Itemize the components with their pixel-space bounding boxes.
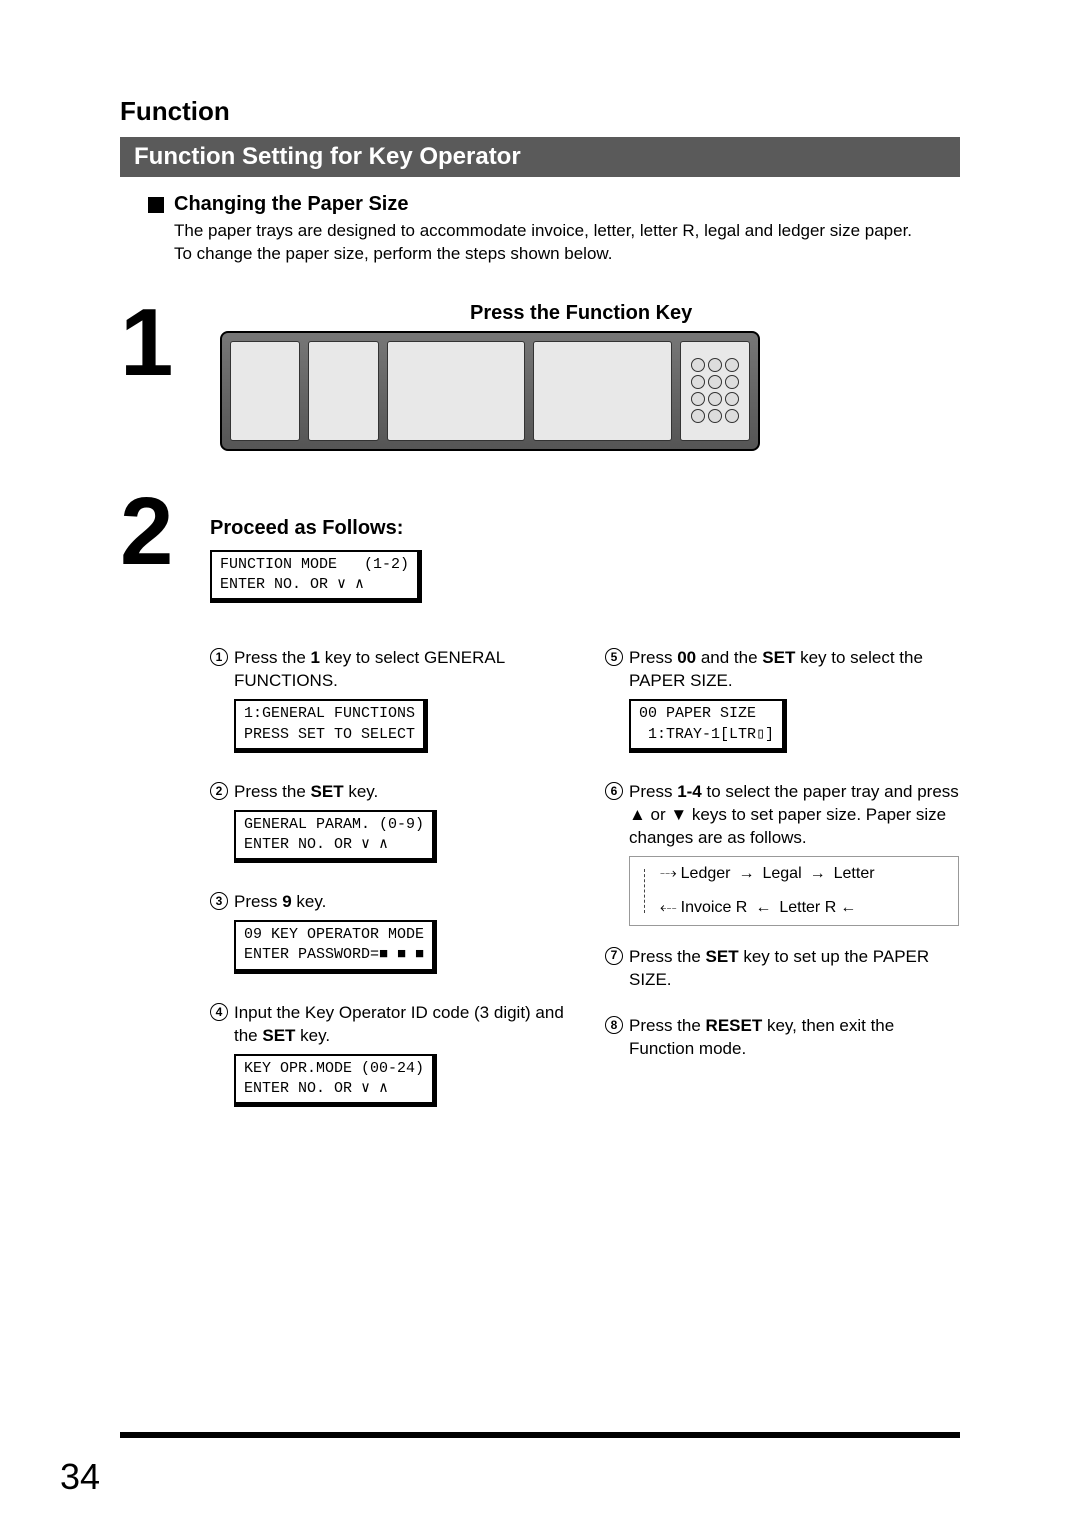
- title-bar: Function Setting for Key Operator: [120, 137, 960, 177]
- intro-text: The paper trays are designed to accommod…: [174, 220, 914, 266]
- circled-4-icon: 4: [210, 1003, 228, 1021]
- lcd-paper-size: 00 PAPER SIZE 1:TRAY-1[LTR▯]: [629, 699, 787, 753]
- section-heading-function: Function: [120, 96, 960, 127]
- substep-3: 3 Press 9 key.: [210, 891, 565, 914]
- substeps-right: 5 Press 00 and the SET key to select the…: [605, 647, 960, 1135]
- page-number: 34: [60, 1456, 100, 1498]
- circled-6-icon: 6: [605, 782, 623, 800]
- step2-heading: Proceed as Follows:: [210, 517, 960, 540]
- flow-legal: Legal: [762, 865, 801, 883]
- step-1: 1 Press the Function Key: [120, 302, 960, 451]
- step-2: 2 Proceed as Follows: FUNCTION MODE (1-2…: [120, 491, 960, 632]
- lcd-general-functions: 1:GENERAL FUNCTIONS PRESS SET TO SELECT: [234, 699, 428, 753]
- flow-invoice-r: Invoice R: [681, 899, 748, 917]
- substep-4: 4 Input the Key Operator ID code (3 digi…: [210, 1002, 565, 1048]
- substep-6: 6 Press 1-4 to select the paper tray and…: [605, 781, 960, 850]
- paper-size-flow-diagram: ⤏ Ledger → Legal → Letter ⤎ Invoice R ← …: [629, 856, 959, 926]
- substeps-columns: 1 Press the 1 key to select GENERAL FUNC…: [210, 647, 960, 1135]
- substep-7: 7 Press the SET key to set up the PAPER …: [605, 946, 960, 992]
- substep-1: 1 Press the 1 key to select GENERAL FUNC…: [210, 647, 565, 693]
- substep-2: 2 Press the SET key.: [210, 781, 565, 804]
- flow-ledger: Ledger: [681, 865, 731, 883]
- page-bottom-rule: [120, 1432, 960, 1438]
- substep-8: 8 Press the RESET key, then exit the Fun…: [605, 1015, 960, 1061]
- flow-letter-r: Letter R: [779, 899, 836, 917]
- step-number-1: 1: [120, 302, 210, 384]
- circled-2-icon: 2: [210, 782, 228, 800]
- circled-3-icon: 3: [210, 892, 228, 910]
- circled-7-icon: 7: [605, 947, 623, 965]
- circled-5-icon: 5: [605, 648, 623, 666]
- substeps-left: 1 Press the 1 key to select GENERAL FUNC…: [210, 647, 565, 1135]
- lcd-general-param: GENERAL PARAM. (0-9) ENTER NO. OR ∨ ∧: [234, 810, 437, 864]
- step-number-2: 2: [120, 491, 210, 573]
- substep-5: 5 Press 00 and the SET key to select the…: [605, 647, 960, 693]
- circled-1-icon: 1: [210, 648, 228, 666]
- lcd-function-mode: FUNCTION MODE (1-2) ENTER NO. OR ∨ ∧: [210, 550, 422, 604]
- circled-8-icon: 8: [605, 1016, 623, 1034]
- step1-heading: Press the Function Key: [470, 302, 960, 325]
- flow-letter: Letter: [834, 865, 875, 883]
- subheading: Changing the Paper Size: [174, 193, 408, 216]
- lcd-key-operator-mode: 09 KEY OPERATOR MODE ENTER PASSWORD=■ ■ …: [234, 920, 437, 974]
- control-panel-illustration: [220, 331, 760, 451]
- bullet-square-icon: [148, 197, 164, 213]
- lcd-key-opr-mode: KEY OPR.MODE (00-24) ENTER NO. OR ∨ ∧: [234, 1054, 437, 1108]
